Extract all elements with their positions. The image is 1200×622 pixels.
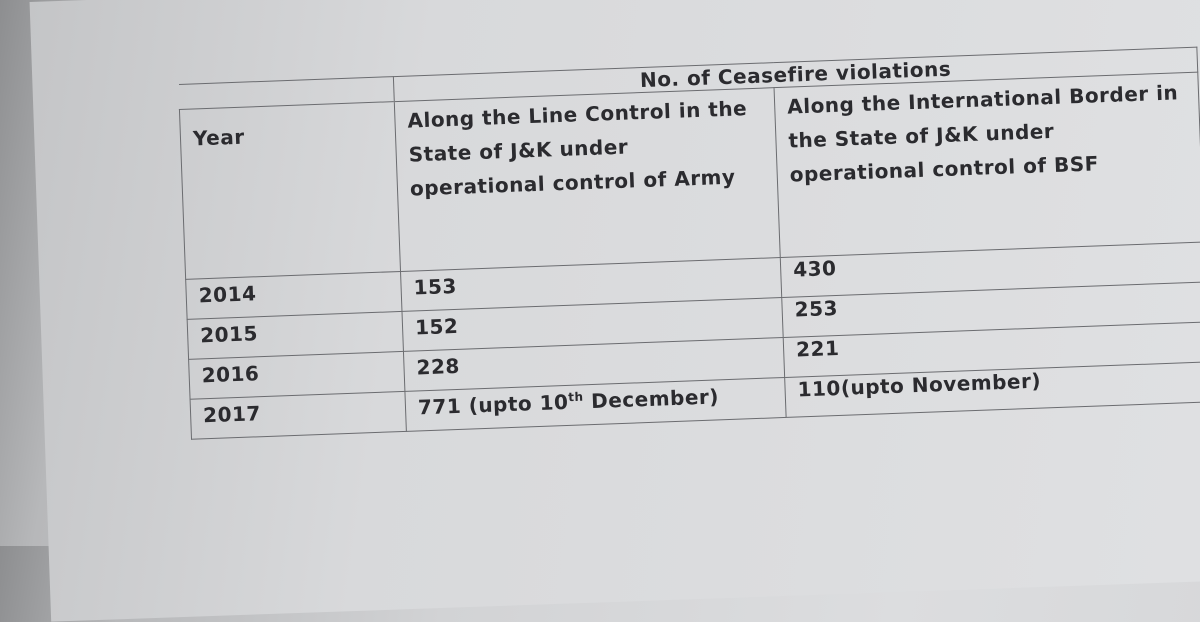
ceasefire-violations-table: No. of Ceasefire violations Year Along t…: [178, 47, 1200, 440]
header-international-border: Along the International Border in the St…: [774, 72, 1200, 258]
loc-superscript: th: [568, 389, 584, 405]
loc-value: 771 (upto 10: [417, 389, 569, 420]
loc-value-tail: December): [583, 384, 720, 414]
header-line-of-control: Along the Line Control in the State of J…: [394, 87, 781, 272]
header-year: Year: [179, 101, 401, 280]
year-cell: 2017: [190, 391, 407, 440]
ceasefire-table-container: No. of Ceasefire violations Year Along t…: [178, 47, 1200, 440]
